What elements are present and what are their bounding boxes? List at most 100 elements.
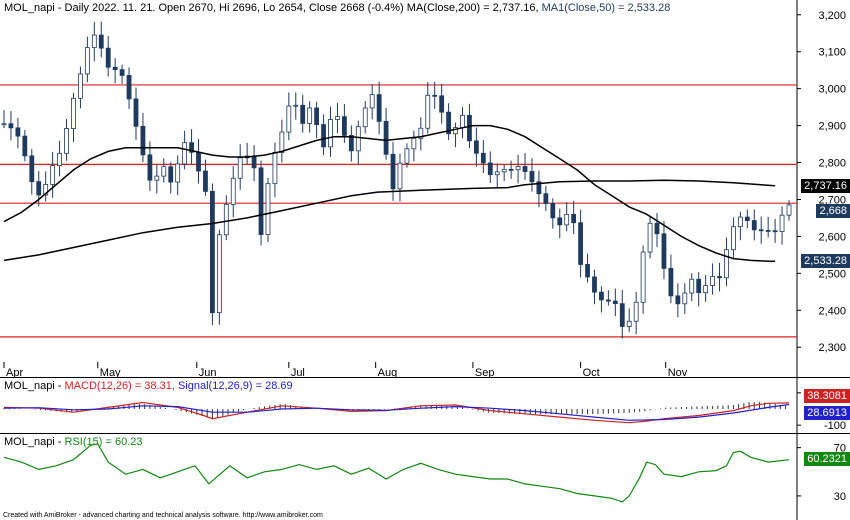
candle-body (633, 301, 639, 322)
candle-body (133, 98, 139, 127)
footer-credit: Created with AmiBroker - advanced charti… (3, 512, 323, 519)
candle-body (112, 66, 118, 71)
candle-body (467, 114, 472, 142)
candle-body (376, 94, 382, 122)
price-chart-svg[interactable]: 2,300 2,400 2,500 2,600 2,700 2,800 2,900 3,000… (0, 0, 850, 378)
candle-body (460, 114, 465, 128)
y-tick-label: 2,600 (818, 231, 846, 243)
last-close-badge: 2,668 (816, 204, 850, 219)
candle-body (605, 299, 611, 302)
candle-body (501, 168, 507, 173)
candle-body (397, 162, 403, 190)
candle-body (237, 157, 243, 179)
macd-legend: MACD(12,26) = 38.31, (64, 380, 175, 392)
candle-body (348, 135, 354, 152)
x-tick-label: Oct (583, 367, 600, 378)
candle-body (529, 171, 535, 183)
macd-line (3, 401, 790, 424)
macd-pane: MOL_napi - MACD(12,26) = 38.31, Signal(1… (0, 378, 850, 434)
candle-body (1, 123, 7, 126)
rsi-pane-title: MOL_napi - RSI(15) = 60.23 (4, 436, 143, 448)
candle-body (154, 175, 160, 181)
candle-body (758, 229, 764, 232)
y-tick-label: 30 (834, 491, 846, 503)
candle-body (341, 116, 347, 136)
candle-body (779, 214, 785, 232)
rsi-badge: 60.2321 (804, 452, 850, 467)
candle-body (710, 276, 715, 286)
candle-body (140, 125, 146, 156)
candle-body (64, 128, 69, 154)
candle-body (731, 226, 736, 251)
candle-body (640, 251, 646, 303)
candle-body (258, 167, 264, 236)
ma200-legend: MA(Close,200) = 2,737.16, (406, 2, 539, 14)
candle-body (182, 142, 188, 165)
candle-body (84, 47, 90, 75)
rsi-title-prefix: MOL_napi - (4, 436, 65, 448)
ma50-legend: MA1(Close,50) = 2,533.28 (541, 2, 671, 14)
y-tick-label: 70 (834, 443, 846, 455)
candle-body (599, 291, 604, 301)
candle-body (626, 320, 632, 327)
candle-body (654, 222, 660, 235)
candle-body (321, 124, 326, 148)
candle-body (36, 181, 42, 196)
y-tick-label: 2,300 (818, 342, 846, 354)
macd-title-prefix: MOL_napi - (4, 380, 65, 392)
candle-body (737, 216, 743, 228)
rsi-pane: MOL_napi - RSI(15) = 60.23 70 30 60.2321 (0, 434, 850, 520)
candle-body (689, 278, 695, 294)
macd-badge: 38.3081 (804, 388, 850, 403)
candle-body (8, 123, 14, 129)
y-tick-label: -100 (824, 420, 846, 432)
candle-body (772, 230, 778, 233)
candle-body (22, 135, 28, 157)
candle-body (522, 166, 528, 172)
candle-body (480, 152, 486, 164)
candle-body (592, 276, 597, 293)
candle-body (383, 120, 389, 155)
candle-body (786, 204, 792, 216)
candle-body (432, 94, 438, 97)
candle-body (71, 97, 76, 129)
price-pane-title: MOL_napi - Daily 2022. 11. 21. Open 2670… (4, 2, 670, 14)
candle-body (98, 34, 104, 49)
candle-body (328, 119, 333, 148)
candle-body (355, 126, 361, 152)
candle-body (57, 152, 62, 166)
rsi-chart-svg[interactable]: 70 30 (0, 434, 850, 520)
candle-body (682, 292, 688, 305)
candle-body (230, 177, 236, 205)
x-tick-label: Nov (668, 367, 688, 378)
candle-body (362, 107, 368, 128)
candle-body (307, 107, 313, 124)
candle-body (279, 131, 285, 153)
x-tick-label: Apr (6, 367, 23, 378)
candle-body (293, 104, 299, 107)
candle-body (29, 155, 35, 183)
y-tick-label: 2,400 (818, 305, 846, 317)
candle-body (647, 222, 653, 253)
rsi-line (3, 443, 790, 503)
candle-body (91, 34, 97, 49)
candle-body (585, 264, 590, 278)
candle-body (119, 69, 125, 76)
macd-chart-svg[interactable]: 100-100 (0, 378, 850, 434)
candle-body (335, 116, 340, 120)
candle-body (557, 217, 563, 226)
ma50-line (3, 124, 776, 262)
candle-body (453, 127, 458, 135)
candle-body (612, 300, 618, 305)
ma200-badge: 2,737.16 (801, 178, 850, 193)
x-tick-label: May (100, 367, 121, 378)
candle-body (265, 183, 271, 236)
x-tick-label: Aug (378, 367, 398, 378)
candle-body (515, 166, 521, 171)
candle-body (210, 190, 215, 314)
candle-body (765, 230, 771, 232)
y-tick-label: 3,000 (818, 84, 846, 96)
candle-body (571, 213, 577, 224)
y-tick-label: 3,200 (818, 10, 846, 22)
y-tick-label: 2,900 (818, 121, 846, 133)
